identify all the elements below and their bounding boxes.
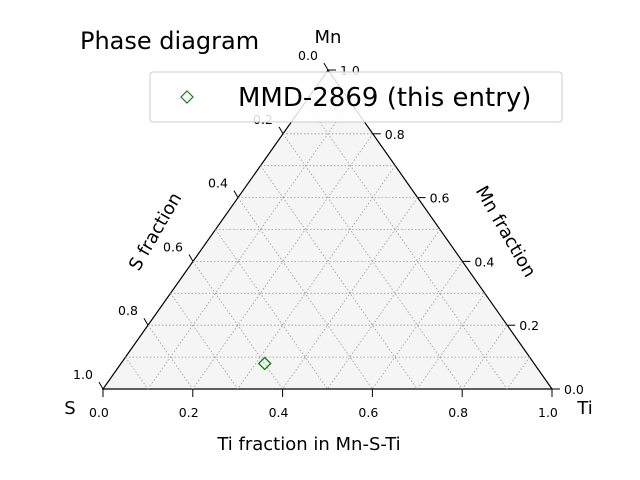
left-tick-mark [323, 62, 329, 71]
left-tick-mark [233, 190, 239, 198]
vertex-label-top: Mn [315, 27, 342, 48]
right-tick-label: 0.2 [519, 318, 539, 333]
bottom-tick-label: 0.8 [448, 405, 468, 420]
grid-line [192, 261, 283, 390]
grid-line [282, 133, 463, 390]
grid-line [506, 356, 530, 390]
grid-line [237, 165, 396, 390]
right-tick-label: 0.6 [430, 191, 450, 206]
bottom-tick-label: 1.0 [538, 405, 558, 420]
vertex-label-right: Ti [576, 398, 592, 419]
bottom-axis-label: Ti fraction in Mn-S-Ti [216, 434, 400, 455]
legend-label: MMD-2869 (this entry) [238, 83, 531, 113]
bottom-tick-label: 0.6 [358, 405, 378, 420]
legend-diamond-icon [180, 90, 194, 104]
bottom-tick-label: 0.0 [89, 405, 109, 420]
data-point-diamond [257, 356, 272, 371]
grid-line [461, 324, 508, 390]
left-tick-mark [98, 381, 104, 390]
legend: MMD-2869 (this entry) [149, 71, 563, 123]
left-tick-mark [188, 254, 194, 262]
right-tick-label: 0.8 [385, 127, 405, 142]
left-tick-label: 0.6 [163, 239, 183, 254]
data-points [257, 356, 272, 371]
left-tick-label: 0.0 [298, 48, 318, 63]
vertex-label-left: S [64, 398, 75, 419]
left-tick-mark [143, 318, 149, 326]
left-tick-label: 1.0 [73, 367, 93, 382]
chart-title: Phase diagram [80, 27, 259, 55]
left-tick-label: 0.8 [118, 303, 138, 318]
left-axis-label: S fraction [125, 189, 186, 274]
right-tick-label: 0.0 [564, 382, 584, 397]
grid-line [125, 356, 149, 390]
left-tick-mark [278, 126, 284, 135]
grid-line [215, 229, 328, 390]
legend-box [149, 71, 563, 123]
grid-line [305, 101, 508, 390]
grid-line [147, 101, 351, 390]
grid-line [237, 197, 373, 390]
grid-line [192, 133, 374, 390]
bottom-tick-label: 0.4 [269, 405, 289, 420]
grid-line [327, 229, 441, 390]
bottom-tick-label: 0.2 [179, 405, 199, 420]
grid-line [147, 324, 194, 390]
right-tick-label: 0.4 [474, 254, 494, 269]
left-tick-label: 0.4 [208, 176, 228, 191]
grid-line [372, 261, 463, 390]
